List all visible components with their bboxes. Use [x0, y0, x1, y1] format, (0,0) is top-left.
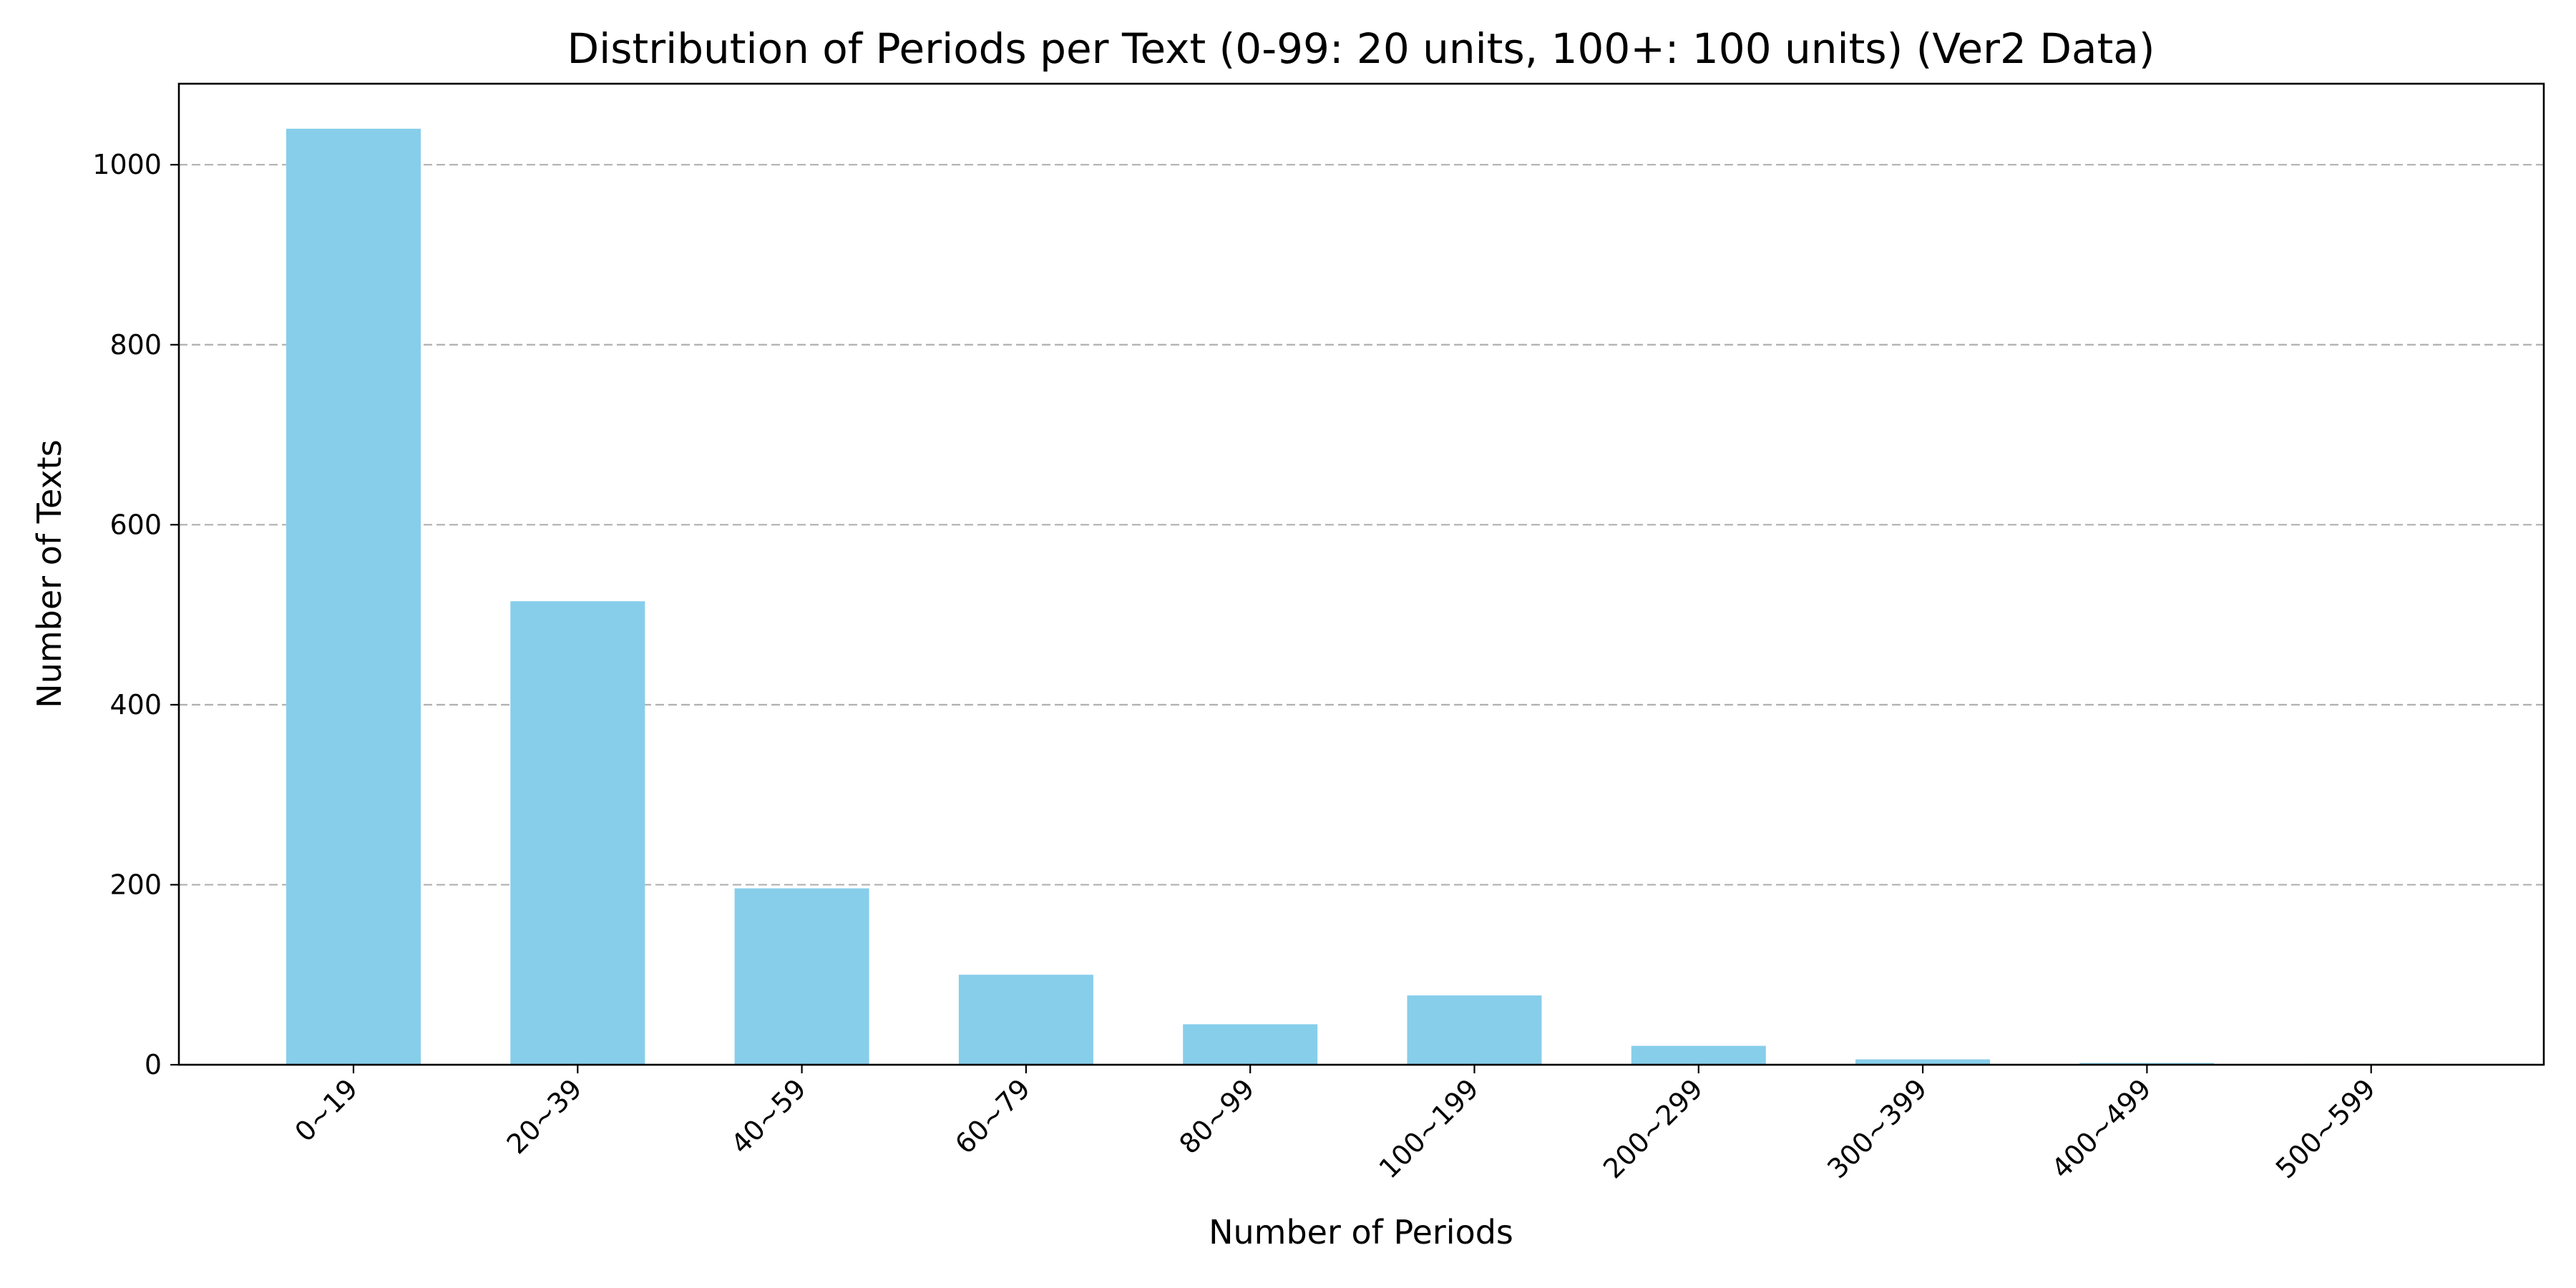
plot-frame	[177, 82, 2545, 1066]
bar	[1855, 1059, 1991, 1065]
y-tick-label: 800	[109, 329, 162, 361]
x-axis-label: Number of Periods	[1209, 1213, 1513, 1252]
y-tick-label: 200	[109, 869, 162, 900]
y-tick-label: 600	[109, 509, 162, 540]
bar	[1183, 1024, 1318, 1065]
y-tick-label: 1000	[92, 149, 162, 180]
bar	[1407, 995, 1542, 1065]
y-tick-label: 0	[145, 1049, 162, 1080]
chart-title: Distribution of Periods per Text (0-99: …	[567, 24, 2155, 73]
y-axis-label: Number of Texts	[30, 439, 69, 708]
bar	[510, 601, 645, 1065]
bar	[1631, 1045, 1766, 1065]
bar	[958, 975, 1093, 1065]
y-axis: 0 200 400 600 800 1000	[92, 149, 179, 1080]
bar	[734, 888, 869, 1065]
bar	[286, 128, 421, 1065]
bars	[286, 128, 2439, 1065]
y-tick-label: 400	[109, 689, 162, 721]
